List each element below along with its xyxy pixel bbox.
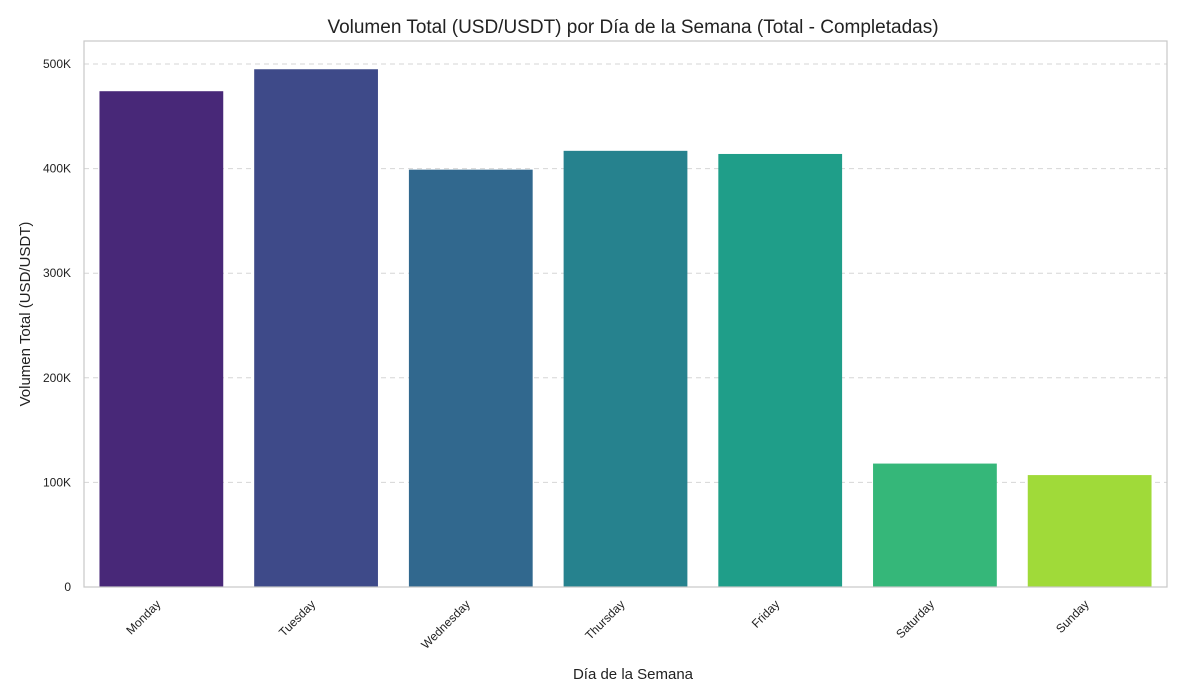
bar-sunday [1027, 475, 1152, 587]
bar-saturday [873, 463, 997, 587]
y-tick-label: 100K [43, 475, 71, 489]
x-tick-label: Sunday [1053, 597, 1092, 636]
bar-wednesday [408, 169, 533, 588]
chart-title: Volumen Total (USD/USDT) por Día de la S… [327, 17, 938, 38]
y-axis-ticks: 0 100K 200K 300K 400K 500K [43, 57, 71, 594]
x-tick-label: Tuesday [276, 597, 318, 639]
bar-thursday [563, 150, 688, 588]
x-tick-label: Friday [749, 597, 782, 630]
bar-tuesday [254, 69, 378, 587]
x-tick-label: Thursday [582, 597, 627, 642]
bars [99, 69, 1152, 588]
y-tick-label: 500K [43, 57, 71, 71]
x-tick-label: Wednesday [418, 597, 473, 652]
x-axis-label: Día de la Semana [573, 666, 694, 683]
y-axis-label: Volumen Total (USD/USDT) [17, 222, 34, 407]
y-tick-label: 300K [43, 266, 71, 280]
y-tick-label: 0 [64, 580, 71, 594]
x-axis-ticks: Monday Tuesday Wednesday Thursday Friday Satu… [123, 597, 1091, 652]
y-tick-label: 400K [43, 162, 71, 176]
plot-frame [83, 40, 1168, 588]
bar-friday [718, 153, 843, 587]
y-tick-label: 200K [43, 371, 71, 385]
x-tick-label: Monday [123, 597, 163, 637]
x-tick-label: Saturday [893, 597, 937, 641]
bar-monday [99, 91, 224, 587]
